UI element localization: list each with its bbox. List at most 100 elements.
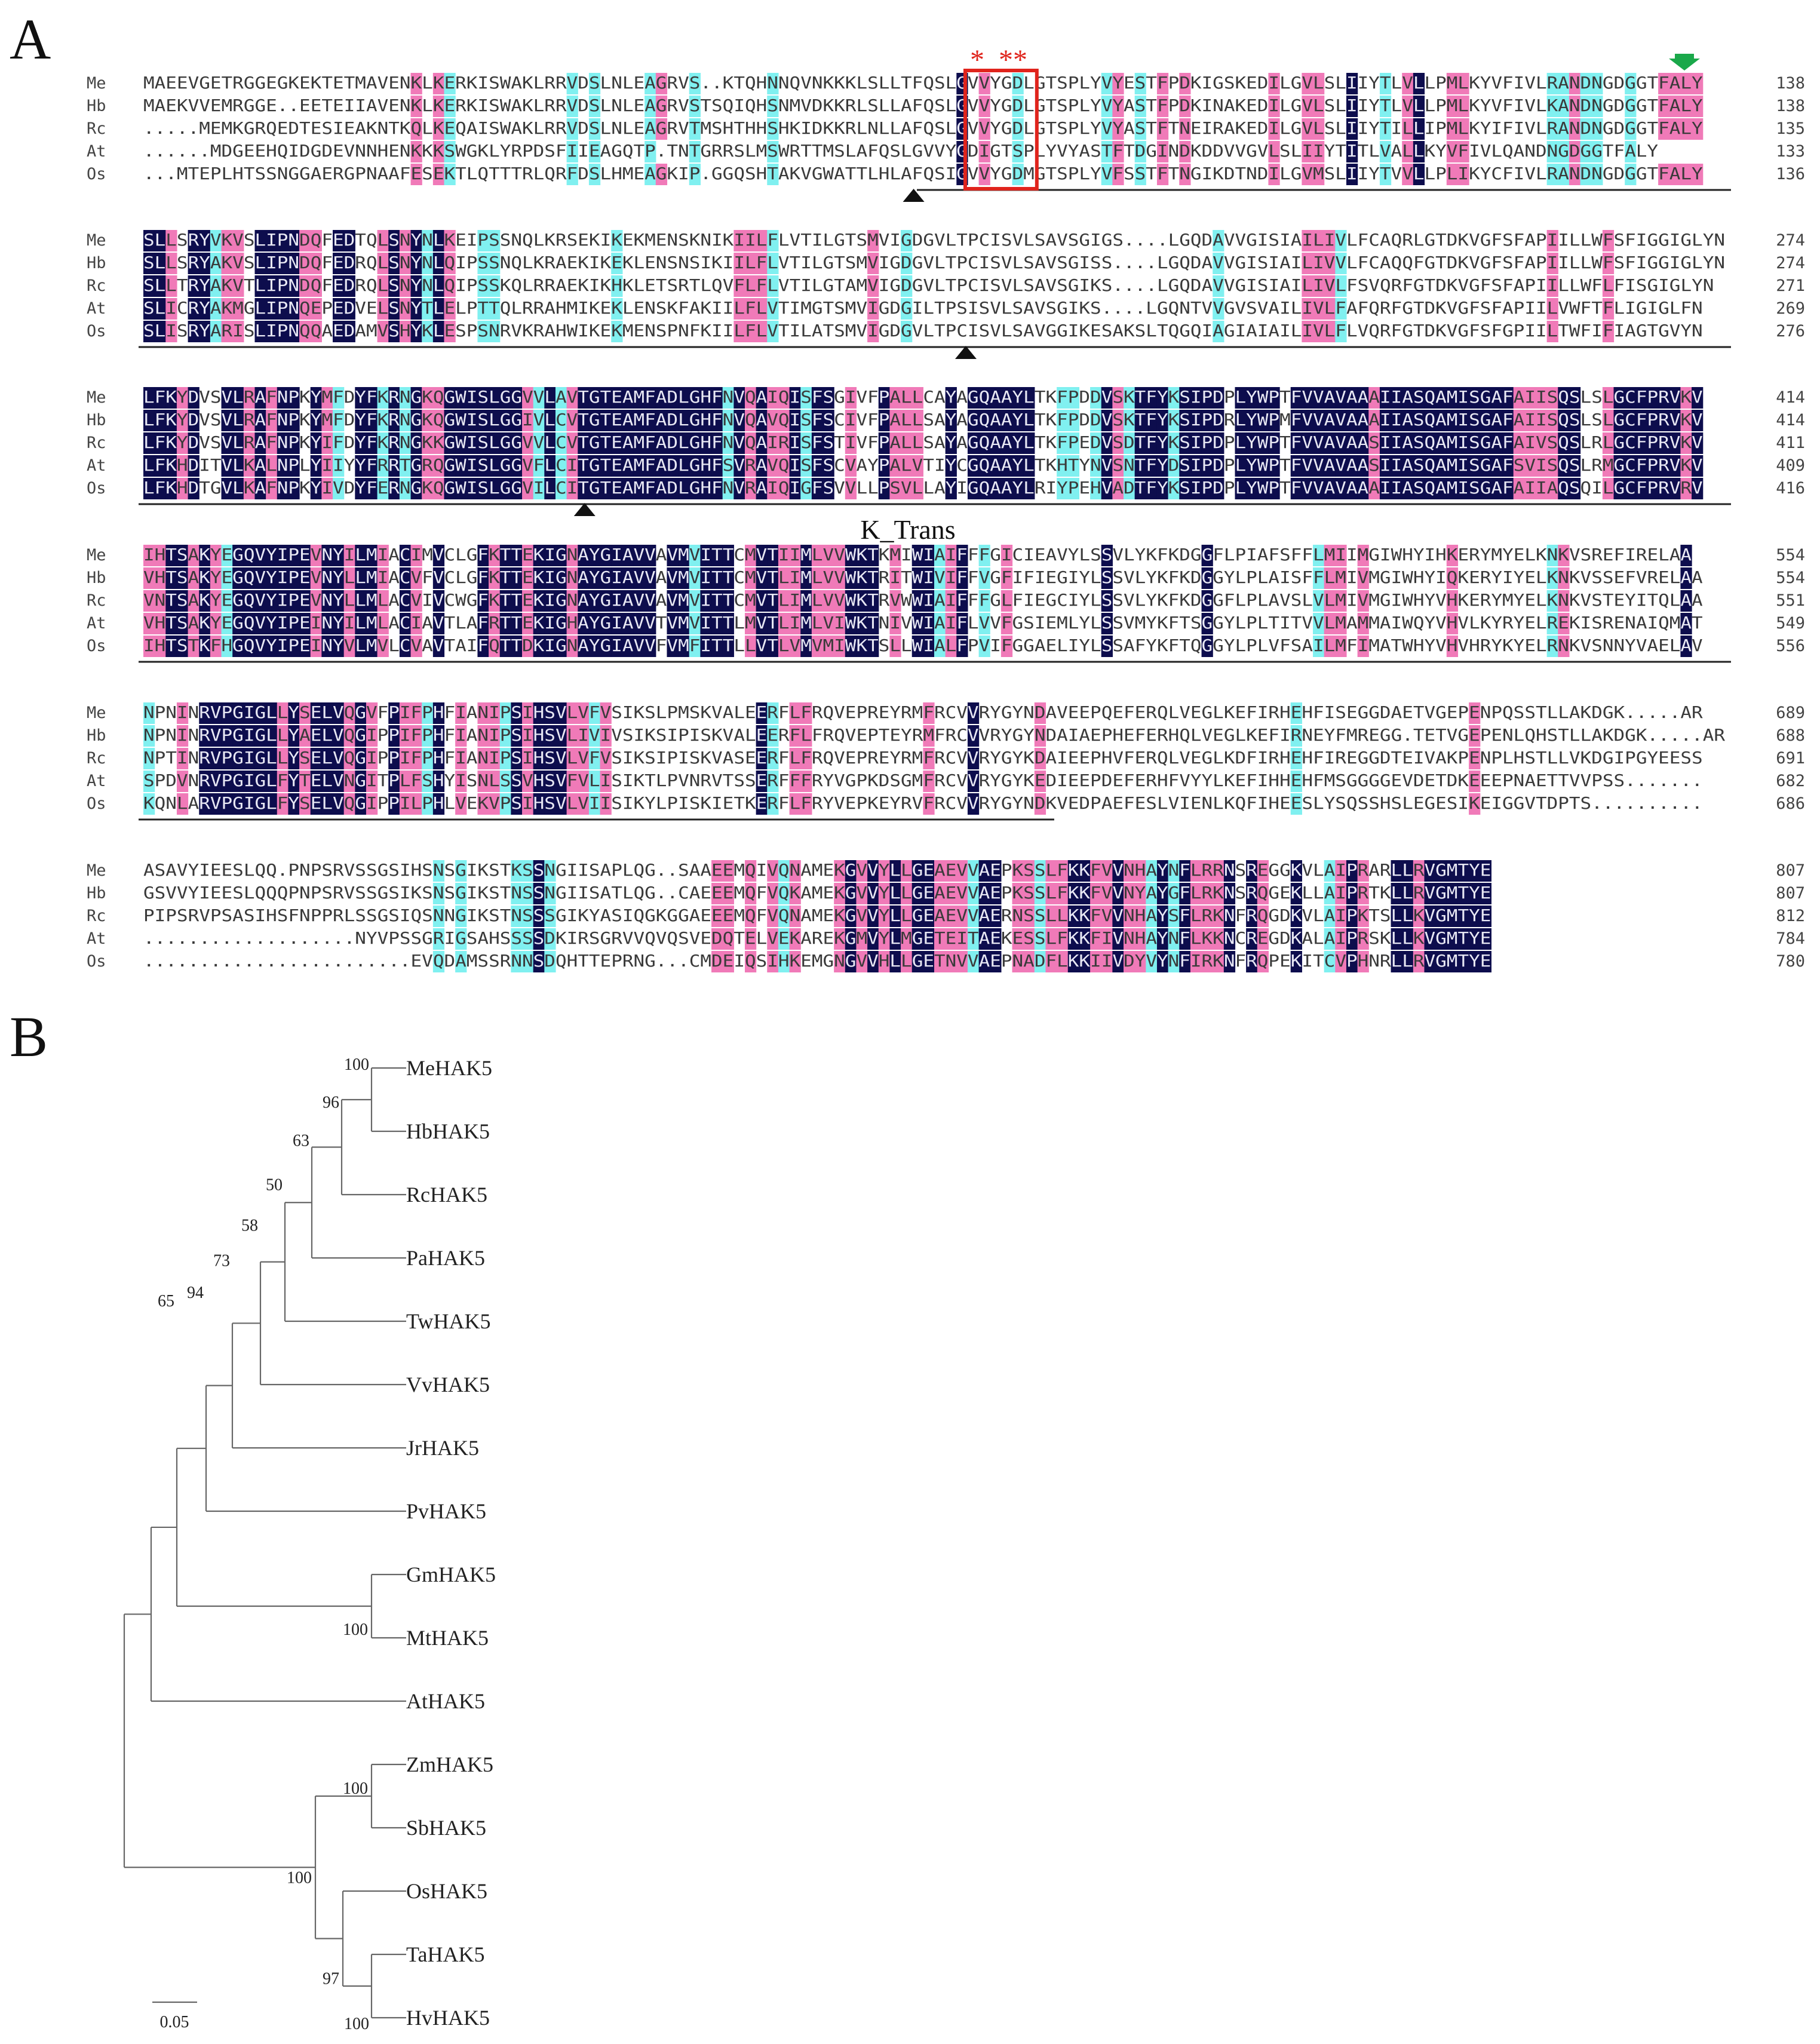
alignment-row: Os ........................EVQDAMSSRNNSDQ… (87, 951, 1805, 972)
taxon-label: TwHAK5 (406, 1309, 490, 1333)
species-label: Rc (87, 434, 106, 452)
sequence-text: IHTSAKYEGQVYIPEVNYILMIACIMVCLGFKTTEKIGNA… (143, 545, 1692, 564)
alignment-row: Me IHTSAKYEGQVYIPEVNYILMIACIMVCLGFKTTEKIG… (87, 545, 1805, 566)
bootstrap-value: 97 (323, 1970, 339, 1988)
sequence-text: NPTINRVPGIGLLYSELVQGIPPIFPHFIANIPSIHSVLV… (143, 748, 1703, 768)
residue-count: 409 (1776, 456, 1805, 475)
panel-b-label: B (10, 1005, 48, 1069)
taxon-label: GmHAK5 (406, 1563, 496, 1586)
bootstrap-value: 100 (344, 2015, 369, 2033)
sequence-text: NPNINRVPGIGLLYAELVQGIPPIFPHFIANIPSIHSVLI… (143, 725, 1725, 745)
residue-count: 138 (1776, 97, 1805, 115)
motif-stars: * ** (970, 44, 1027, 76)
sequence-text: LFKHDITVLKALNPLYIIYYFRRTGRQGWISLGGVFLCIT… (143, 455, 1703, 475)
triangle-marker (903, 189, 925, 202)
alignment-block: Me SLLSRYVKVSLIPNDQFEDTQLSNYNLKEIPSSNQLKR… (87, 230, 1805, 359)
alignment-row: At ......MDGEEHQIDGDEVNNHENKKKSWGKLYRPDSF… (87, 141, 1805, 162)
residue-count: 549 (1776, 614, 1805, 633)
residue-count: 784 (1776, 929, 1805, 948)
residue-count: 554 (1776, 569, 1805, 587)
residue-count: 688 (1776, 726, 1805, 745)
alignment-row: Me LFKYDVSVLRAFNPKYMFDYFKRNGKQGWISLGGVVLA… (87, 387, 1805, 409)
species-label: Hb (87, 97, 106, 115)
alignment-row: Rc LFKYDVSVLRAFNPKYIFDYFKRNGKKGWISLGGVVLC… (87, 432, 1805, 454)
alignment-row: Hb VHTSAKYEGQVYIPEVNYLLMIACVFVCLGFKTTEKIG… (87, 567, 1805, 589)
species-label: At (87, 142, 106, 161)
sequence-text: LFKHDTGVLKAFNPKYIVDYFERNGKQGWISLGGVILCIT… (143, 478, 1703, 498)
residue-count: 133 (1776, 142, 1805, 161)
taxon-label: PvHAK5 (406, 1499, 486, 1523)
domain-label: K_Trans (860, 514, 955, 545)
residue-count: 556 (1776, 637, 1805, 655)
residue-count: 138 (1776, 74, 1805, 93)
species-label: Me (87, 231, 106, 250)
scale-bar: 0.05 (152, 2001, 197, 2031)
alignment-row: Rc VNTSAKYEGQVYIPEVNYLLMLACVIVCWGFKTTEKIG… (87, 590, 1805, 612)
species-label: Me (87, 546, 106, 564)
taxon-label: ZmHAK5 (406, 1753, 493, 1776)
species-label: Os (87, 637, 106, 655)
sequence-text: LFKYDVSVLRAFNPKYIFDYFKRNGKKGWISLGGVVLCVT… (143, 432, 1703, 452)
residue-count: 807 (1776, 861, 1805, 880)
species-label: Rc (87, 591, 106, 610)
alignment-block: Me MAEEVGETRGGEGKEKTETMAVENKLKERKISWAKLRR… (87, 44, 1805, 202)
species-label: Me (87, 74, 106, 93)
bootstrap-value: 100 (343, 1779, 368, 1798)
sequence-alignment: Me MAEEVGETRGGEGKEKTETMAVENKLKERKISWAKLRR… (87, 44, 1805, 972)
alignment-row: Os SLISRYARISLIPNQQAEDAMVSHYKLESPSNRVKRAH… (87, 321, 1805, 342)
residue-count: 274 (1776, 231, 1805, 250)
alignment-row: At SLICRYAKMGLIPNQEPEDVELSNYTLELPTTQLRRAH… (87, 298, 1805, 320)
triangle-marker (954, 346, 977, 359)
residue-count: 414 (1776, 411, 1805, 429)
species-label: At (87, 614, 106, 633)
alignment-block: Me IHTSAKYEGQVYIPEVNYILMIACIMVCLGFKTTEKIG… (87, 545, 1805, 663)
sequence-text: LFKYDVSVLRAFNPKYMFDYFKRNGKQGWISLGGIVLCVT… (143, 410, 1703, 429)
residue-count: 686 (1776, 794, 1805, 813)
sequence-text: ......MDGEEHQIDGDEVNNHENKKKSWGKLYRPDSFII… (143, 141, 1658, 161)
alignment-row: Hb LFKYDVSVLRAFNPKYMFDYFKRNGKQGWISLGGIVLC… (87, 410, 1805, 431)
sequence-text: SLISRYARISLIPNQQAEDAMVSHYKLESPSNRVKRAHWI… (143, 321, 1703, 340)
sequence-text: VHTSAKYEGQVYIPEVNYLLMIACVFVCLGFKTTEKIGNA… (143, 567, 1703, 587)
species-label: Hb (87, 411, 106, 429)
residue-count: 551 (1776, 591, 1805, 610)
residue-count: 136 (1776, 165, 1805, 183)
taxon-label: MtHAK5 (406, 1626, 489, 1650)
panel-a-label: A (10, 7, 51, 71)
scale-label: 0.05 (160, 2013, 189, 2031)
alignment-row: Os IHTSTKFHGQVYIPEINYVLMVLCVAVTAIFQTTDKIG… (87, 636, 1805, 657)
sequence-text: SLLTRYAKVTLIPNDQFEDRQLSNYNLQIPSSKQLRRAEK… (143, 275, 1714, 295)
bootstrap-value: 100 (287, 1868, 312, 1887)
sequence-text: GSVVYIEESLQQQPNPSRVSSGSIKSNSGIKSTNSSNGII… (143, 883, 1491, 903)
sequence-text: SLICRYAKMGLIPNQEPEDVELSNYTLELPTTQLRRAHMI… (143, 298, 1703, 318)
sequence-text: PIPSRVPSASIHSFNPPRLSSGSIQSNNGIKSTNSSSGIK… (143, 906, 1491, 925)
species-label: Hb (87, 254, 106, 272)
sequence-text: ASAVYIEESLQQ.PNPSRVSSGSIHSNSGIKSTKSSNGII… (143, 860, 1491, 880)
alignment-block: Me LFKYDVSVLRAFNPKYMFDYFKRNGKQGWISLGGVVLA… (87, 387, 1805, 545)
species-label: Os (87, 479, 106, 498)
species-label: Rc (87, 119, 106, 138)
alignment-row: At LFKHDITVLKALNPLYIIYYFRRTGRQGWISLGGVFLC… (87, 455, 1805, 477)
sequence-text: SPDVNRVPGIGLFYTELVNGITPLFSHYISNLSSVHSVFV… (143, 771, 1703, 790)
species-label: Hb (87, 726, 106, 745)
species-label: At (87, 299, 106, 318)
species-label: At (87, 456, 106, 475)
bootstrap-value: 50 (266, 1176, 283, 1195)
species-label: Me (87, 861, 106, 880)
taxon-labels: MeHAK5 HbHAK5 RcHAK5 PaHAK5 TwHAK5 VvHAK5 JrHA… (406, 1056, 496, 2030)
residue-count: 691 (1776, 749, 1805, 768)
residue-count: 411 (1776, 434, 1805, 452)
alignment-row: At ...................NYVPSSGRIGSAHSSSSDK… (87, 928, 1805, 950)
residue-count: 554 (1776, 546, 1805, 564)
species-label: Me (87, 388, 106, 407)
species-label: Rc (87, 277, 106, 295)
species-label: Os (87, 794, 106, 813)
bootstrap-value: 63 (293, 1131, 309, 1150)
taxon-label: OsHAK5 (406, 1879, 487, 1903)
taxon-label: MeHAK5 (406, 1056, 492, 1080)
residue-count: 689 (1776, 704, 1805, 722)
species-label: Os (87, 322, 106, 340)
taxon-label: RcHAK5 (406, 1183, 487, 1207)
alignment-row: Rc PIPSRVPSASIHSFNPPRLSSGSIQSNNGIKSTNSSSG… (87, 906, 1805, 927)
residue-count: 135 (1776, 119, 1805, 138)
green-arrow-icon (1669, 54, 1700, 70)
